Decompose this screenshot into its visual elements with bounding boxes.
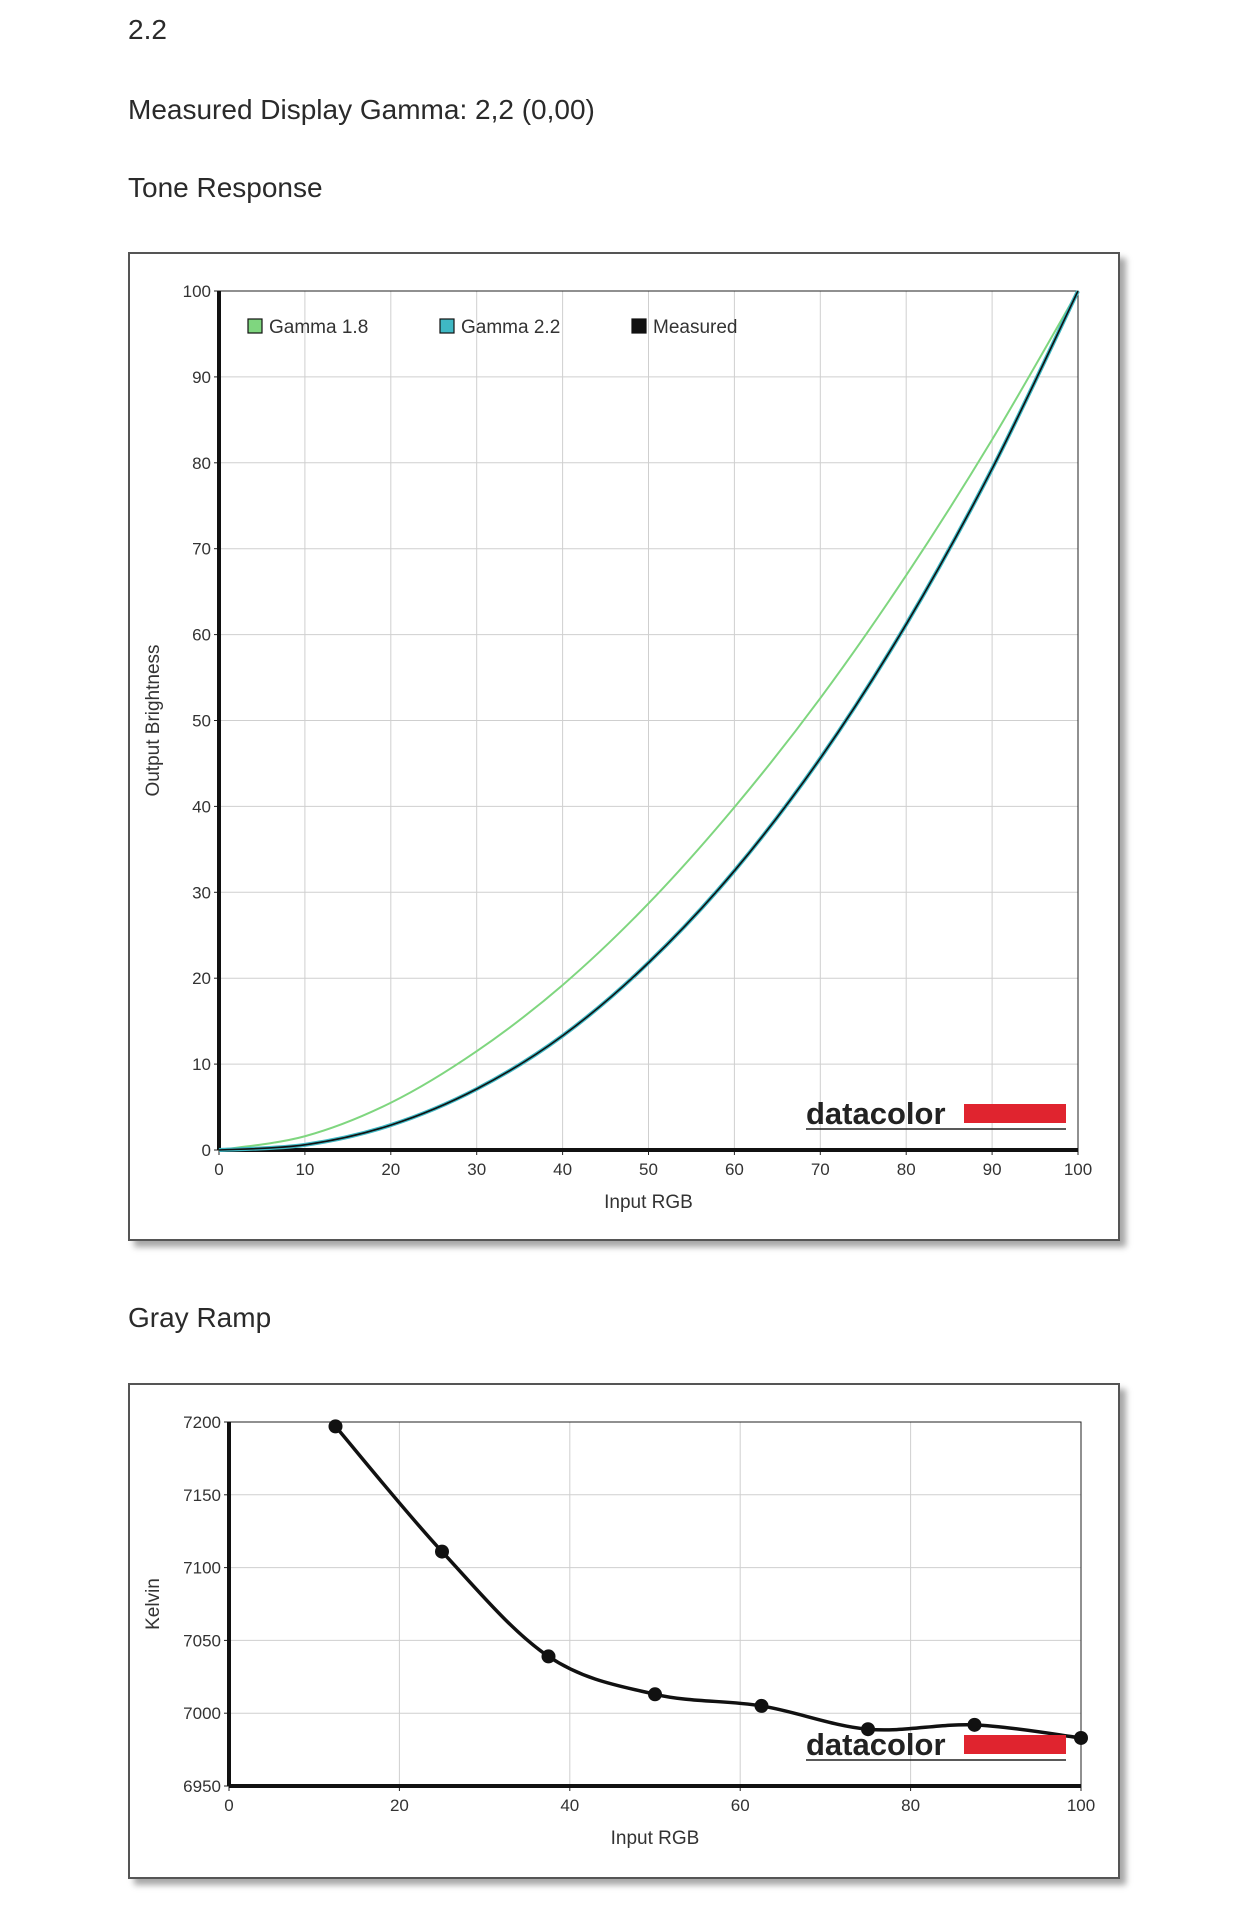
y-tick-label: 10 <box>192 1055 211 1074</box>
y-tick-label: 7150 <box>183 1486 221 1505</box>
x-tick-label: 100 <box>1067 1796 1095 1815</box>
series-line-gamma-1-8 <box>218 290 1079 1151</box>
legend-swatch-measured <box>631 318 647 334</box>
series-line-kelvin <box>334 1425 1082 1740</box>
data-point <box>754 1698 769 1713</box>
tone-response-svg: 0 10 20 30 40 50 60 70 80 90 100 0 10 20 30 40 50 60 70 80 9… <box>143 282 1092 1213</box>
y-tick-label: 100 <box>183 282 211 301</box>
datacolor-logo-bar <box>964 1104 1066 1123</box>
version-label: 2.2 <box>128 14 167 45</box>
x-tick-label: 60 <box>725 1160 744 1179</box>
data-point <box>435 1544 449 1559</box>
y-tick-label: 40 <box>192 797 211 816</box>
x-axis-title: Input RGB <box>604 1192 693 1213</box>
data-point <box>861 1722 875 1737</box>
legend-label: Gamma 2.2 <box>461 317 560 338</box>
x-tick-label: 100 <box>1064 1160 1092 1179</box>
y-tick-label: 7100 <box>183 1559 221 1578</box>
plot-border <box>228 1421 1082 1787</box>
tone-response-heading: Tone Response <box>128 172 323 203</box>
y-tick-label: 90 <box>192 368 211 387</box>
datacolor-logo: datacolor <box>806 1096 946 1131</box>
x-tick-label: 70 <box>811 1160 830 1179</box>
legend-swatch-gamma-2-2 <box>439 318 455 334</box>
y-axis-title: Kelvin <box>143 1578 164 1630</box>
x-tick-label: 40 <box>560 1796 579 1815</box>
tone-response-chart: 0 10 20 30 40 50 60 70 80 90 100 0 10 20 30 40 50 60 70 80 9… <box>128 252 1120 1241</box>
y-tick-label: 50 <box>192 712 211 731</box>
y-tick-label: 30 <box>192 883 211 902</box>
x-tick-label: 90 <box>983 1160 1002 1179</box>
x-tick-label: 0 <box>224 1796 233 1815</box>
legend-swatch-gamma-1-8 <box>247 318 263 334</box>
measured-gamma-text: Measured Display Gamma: 2,2 (0,00) <box>128 94 595 125</box>
y-axis-title: Output Brightness <box>143 644 164 796</box>
x-axis-title: Input RGB <box>611 1828 700 1849</box>
y-tick-label: 70 <box>192 540 211 559</box>
legend-label: Gamma 1.8 <box>269 317 368 338</box>
x-tick-label: 10 <box>295 1160 314 1179</box>
datacolor-logo-bar <box>964 1735 1066 1754</box>
series-line-measured <box>218 290 1079 1151</box>
x-tick-label: 60 <box>731 1796 750 1815</box>
data-point <box>1074 1730 1088 1745</box>
y-tick-label: 7000 <box>183 1704 221 1723</box>
data-point <box>648 1687 662 1702</box>
gray-ramp-chart: 0 20 40 60 80 100 6950 7000 7050 7100 7150 7200 Inpu… <box>128 1383 1120 1879</box>
x-tick-label: 0 <box>214 1160 223 1179</box>
legend-label: Measured <box>653 317 738 338</box>
y-tick-label: 80 <box>192 454 211 473</box>
y-tick-label: 7200 <box>183 1413 221 1432</box>
y-tick-label: 0 <box>202 1141 211 1160</box>
x-tick-label: 20 <box>390 1796 409 1815</box>
x-tick-label: 40 <box>553 1160 572 1179</box>
datacolor-logo: datacolor <box>806 1727 946 1762</box>
x-tick-label: 80 <box>897 1160 916 1179</box>
gray-ramp-heading: Gray Ramp <box>128 1302 272 1333</box>
y-tick-label: 60 <box>192 626 211 645</box>
x-tick-label: 30 <box>467 1160 486 1179</box>
y-tick-label: 20 <box>192 969 211 988</box>
x-tick-label: 50 <box>639 1160 658 1179</box>
data-point <box>328 1419 343 1434</box>
y-tick-label: 7050 <box>183 1631 221 1650</box>
x-tick-label: 80 <box>901 1796 920 1815</box>
data-point <box>967 1717 982 1732</box>
data-point <box>541 1649 556 1664</box>
gray-ramp-svg: 0 20 40 60 80 100 6950 7000 7050 7100 7150 7200 Inpu… <box>143 1413 1095 1849</box>
x-tick-label: 20 <box>381 1160 400 1179</box>
y-tick-label: 6950 <box>183 1777 221 1796</box>
